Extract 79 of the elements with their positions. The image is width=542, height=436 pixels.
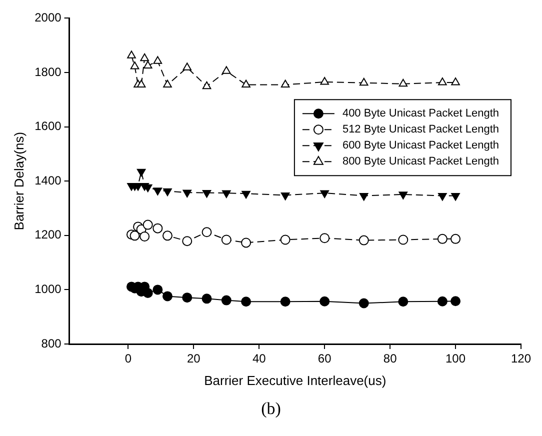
x-tick-label: 0: [124, 352, 132, 366]
point: [182, 236, 192, 246]
x-tick-label: 80: [383, 352, 398, 366]
y-tick-label: 1600: [34, 119, 62, 134]
point: [320, 296, 330, 306]
point: [202, 81, 212, 90]
legend-label: 800 Byte Unicast Packet Length: [342, 156, 499, 168]
point: [280, 234, 290, 245]
y-axis-title: Barrier Delay(ns): [11, 132, 26, 230]
y-tick-label: 2000: [34, 10, 62, 25]
y-tick-label: 1000: [34, 282, 62, 296]
point: [280, 80, 290, 88]
point: [130, 62, 140, 70]
point: [136, 80, 146, 88]
point: [221, 234, 232, 245]
point: [451, 78, 460, 86]
point: [437, 234, 448, 244]
legend-label: 512 Byte Unicast Packet Length: [342, 124, 499, 136]
y-tick-label: 800: [41, 336, 62, 350]
point: [153, 188, 162, 196]
point: [202, 294, 212, 304]
point: [320, 233, 330, 244]
point: [241, 238, 252, 248]
point: [437, 296, 448, 306]
point: [142, 288, 153, 298]
x-tick-label: 20: [186, 352, 201, 366]
point: [358, 298, 369, 308]
point: [450, 296, 461, 306]
point: [202, 227, 212, 238]
point: [280, 296, 290, 307]
point: [358, 235, 369, 246]
point: [163, 188, 172, 196]
point: [140, 53, 149, 62]
point: [162, 230, 172, 241]
x-tick-label: 40: [252, 352, 266, 366]
point: [136, 168, 146, 177]
point: [152, 284, 163, 295]
point: [241, 296, 252, 307]
x-axis-title: Barrier Executive Interleave(us): [204, 372, 386, 388]
point: [359, 193, 368, 201]
point: [242, 190, 250, 199]
legend-label: 400 Byte Unicast Packet Length: [342, 108, 499, 120]
x-tick-label: 60: [318, 352, 332, 366]
point: [398, 192, 408, 200]
text: (b): [260, 399, 282, 419]
point: [127, 50, 136, 58]
point: [359, 78, 368, 86]
point: [162, 291, 172, 302]
x-tick-label: 100: [446, 352, 466, 366]
point: [398, 234, 408, 245]
point: [398, 78, 408, 87]
y-tick-label: 1200: [34, 228, 62, 242]
point: [451, 193, 460, 201]
point: [182, 292, 192, 303]
legend-label: 600 Byte Unicast Packet Length: [342, 140, 499, 152]
point: [450, 234, 461, 244]
point: [222, 190, 231, 198]
y-tick-label: 1800: [34, 64, 62, 79]
point: [152, 223, 163, 234]
point: [143, 60, 152, 68]
point: [221, 295, 232, 306]
point: [398, 296, 408, 307]
point: [142, 220, 153, 230]
point: [202, 190, 212, 198]
point: [163, 80, 172, 88]
point: [140, 231, 150, 242]
y-tick-label: 1400: [34, 173, 62, 188]
point: [182, 62, 192, 70]
point: [280, 192, 290, 200]
point: [153, 56, 162, 64]
point: [182, 190, 192, 198]
point: [320, 77, 329, 85]
point: [222, 66, 231, 74]
point: [438, 78, 447, 86]
point: [242, 80, 250, 88]
x-tick-label: 120: [510, 352, 532, 366]
point: [130, 230, 140, 241]
point: [438, 193, 447, 201]
point: [320, 190, 329, 198]
